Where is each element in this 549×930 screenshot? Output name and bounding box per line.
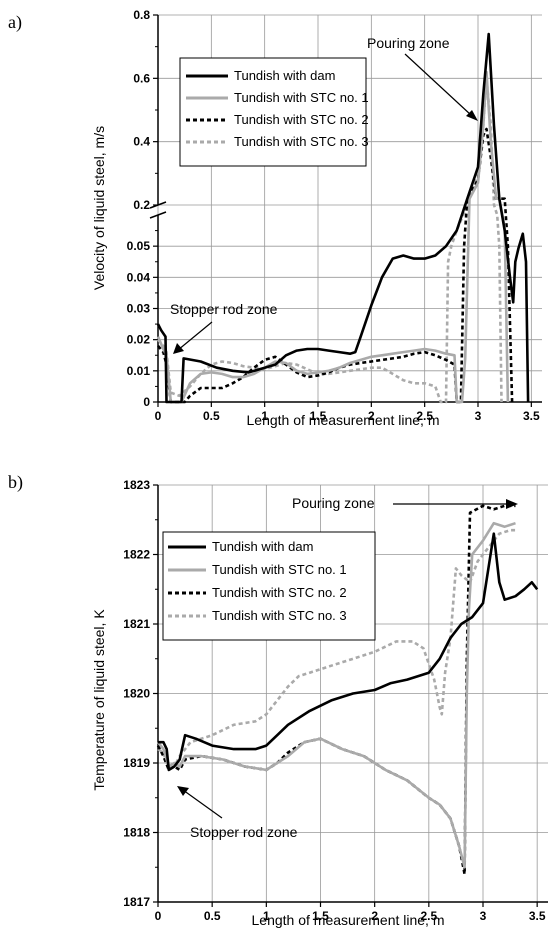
temperature-legend-label: Tundish with STC no. 2 (212, 585, 347, 600)
temperature-x-tick-label: 1 (263, 909, 270, 923)
temperature-chart: 0 0.5 1 1.5 2 2.5 3 3.5 1817 1818 1819 1820 1821 1822… (123, 478, 548, 923)
velocity-axis-break-mark (149, 201, 167, 209)
pouring-zone-label-b: Pouring zone (292, 495, 375, 511)
velocity-x-tick-label: 1 (261, 409, 268, 423)
temperature-x-tick-label: 0 (155, 909, 162, 923)
velocity-y-tick-label: 0.02 (127, 333, 151, 347)
panel-a-label: a) (8, 12, 22, 33)
temperature-series-line (157, 528, 516, 772)
velocity-x-axis-title: Length of measurement line, m (247, 412, 440, 428)
temperature-legend-box (162, 531, 376, 641)
velocity-y-tick-label: 0.03 (127, 302, 151, 316)
temperature-y-tick-label: 1823 (123, 478, 150, 492)
velocity-y-axis-title: Velocity of liquid steel, m/s (91, 126, 107, 290)
temperature-x-tick-label: 3.5 (529, 909, 546, 923)
pouring-zone-arrow-a (404, 53, 472, 116)
temperature-x-tick-label: 1.5 (312, 909, 329, 923)
temperature-x-axis-title: Length of measurement line, m (252, 912, 445, 928)
velocity-y-tick-label: 0.05 (127, 239, 151, 253)
temperature-y-tick-label: 1821 (123, 617, 150, 631)
stopper-rod-arrow-b (182, 789, 223, 819)
panel-b-label: b) (8, 472, 23, 493)
pouring-zone-arrowhead-b (506, 499, 518, 509)
velocity-x-tick-label: 2.5 (416, 409, 433, 423)
velocity-legend-label: Tundish with dam (234, 68, 335, 83)
temperature-y-tick-label: 1817 (123, 895, 150, 909)
velocity-y-tick-label: 0.4 (133, 135, 150, 149)
velocity-y-tick-label: 0.6 (133, 71, 150, 85)
temperature-y-tick-label: 1822 (123, 548, 150, 562)
temperature-series-line (158, 532, 539, 772)
velocity-x-tick-label: 0 (155, 409, 162, 423)
velocity-x-tick-label: 3 (475, 409, 482, 423)
temperature-series-line (156, 521, 516, 869)
stopper-rod-label-b: Stopper rod zone (190, 824, 298, 840)
velocity-x-tick-label: 3.5 (523, 409, 540, 423)
temperature-x-tick-label: 2 (371, 909, 378, 923)
stopper-rod-arrow-a (177, 321, 213, 351)
velocity-legend-label: Tundish with STC no. 2 (234, 112, 369, 127)
temperature-legend-label: Tundish with STC no. 1 (212, 562, 347, 577)
temperature-legend-label: Tundish with dam (212, 539, 313, 554)
stopper-rod-label-a: Stopper rod zone (170, 301, 278, 317)
temperature-y-tick-label: 1818 (123, 826, 150, 840)
velocity-y-tick-label: 0.8 (133, 8, 150, 22)
temperature-x-tick-label: 3 (480, 909, 487, 923)
temperature-y-axis-title: Temperature of liquid steel, K (91, 609, 107, 791)
velocity-chart: 0 0.5 1 1.5 2 2.5 3 3.5 0 0.01 0.02 0.03 0.04 0.05 0.2… (127, 8, 542, 423)
temperature-x-tick-label: 0.5 (204, 909, 221, 923)
temperature-y-tick-label: 1819 (123, 756, 150, 770)
temperature-legend-label: Tundish with STC no. 3 (212, 608, 347, 623)
temperature-x-tick-label: 2.5 (420, 909, 437, 923)
velocity-y-tick-label: 0.2 (133, 198, 150, 212)
velocity-series-line (156, 70, 510, 404)
pouring-zone-arrowhead-a (466, 110, 478, 121)
velocity-series-line (156, 32, 530, 404)
temperature-legend: Tundish with dam Tundish with STC no. 1 Tu… (162, 531, 376, 641)
velocity-y-tick-label: 0.04 (127, 270, 151, 284)
velocity-legend-label: Tundish with STC no. 3 (234, 134, 369, 149)
velocity-axis-break-mark (149, 211, 167, 219)
velocity-y-tick-label: 0.01 (127, 364, 151, 378)
pouring-zone-label-a: Pouring zone (367, 35, 450, 51)
velocity-x-tick-label: 1.5 (310, 409, 327, 423)
stopper-rod-arrowhead-b (177, 786, 189, 796)
temperature-y-tick-label: 1820 (123, 687, 150, 701)
velocity-x-tick-label: 2 (368, 409, 375, 423)
velocity-y-tick-label: 0 (143, 395, 150, 409)
stopper-rod-arrowhead-a (173, 343, 184, 354)
velocity-legend-label: Tundish with STC no. 1 (234, 90, 369, 105)
velocity-legend: Tundish with dam Tundish with STC no. 1 Tu… (179, 57, 369, 167)
velocity-x-tick-label: 0.5 (203, 409, 220, 423)
